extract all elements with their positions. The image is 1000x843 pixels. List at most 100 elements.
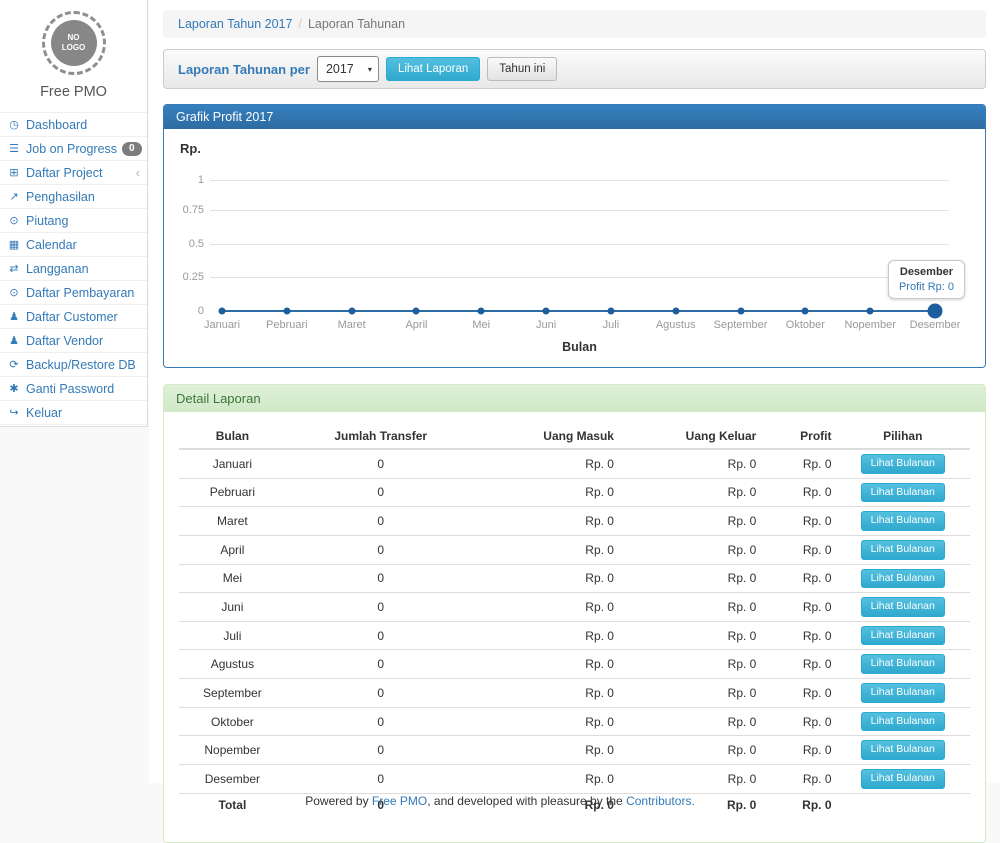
table-row: Nopember0Rp. 0Rp. 0Rp. 0Lihat Bulanan: [179, 736, 970, 765]
cell-pilihan: Lihat Bulanan: [836, 478, 971, 507]
cell-uang-masuk: Rp. 0: [476, 507, 618, 536]
y-tick-label: 0: [164, 305, 204, 317]
cell-pilihan: Lihat Bulanan: [836, 736, 971, 765]
cell-profit: Rp. 0: [760, 679, 835, 708]
gridline: [210, 210, 949, 211]
detail-laporan-panel: Detail Laporan Bulan Jumlah Transfer Uan…: [163, 384, 986, 843]
cell-pilihan: Lihat Bulanan: [836, 507, 971, 536]
tahun-ini-button[interactable]: Tahun ini: [487, 57, 557, 82]
tooltip-value: Profit Rp: 0: [899, 281, 954, 293]
lihat-bulanan-button[interactable]: Lihat Bulanan: [861, 683, 945, 703]
sign-out-icon: ↪: [7, 406, 21, 419]
cell-bulan: Januari: [179, 449, 286, 478]
sidebar-item-backup-restore-db[interactable]: ⟳Backup/Restore DB: [0, 353, 147, 377]
cell-uang-masuk: Rp. 0: [476, 707, 618, 736]
x-tick-label: Pebruari: [266, 319, 308, 331]
lock-icon: ✱: [7, 382, 21, 395]
cell-uang-keluar: Rp. 0: [618, 478, 760, 507]
y-tick-label: 0.5: [164, 238, 204, 250]
cell-pilihan: Lihat Bulanan: [836, 679, 971, 708]
sidebar-item-daftar-pembayaran[interactable]: ⊙Daftar Pembayaran: [0, 281, 147, 305]
sidebar-item-piutang[interactable]: ⊙Piutang: [0, 209, 147, 233]
sidebar-item-ganti-password[interactable]: ✱Ganti Password: [0, 377, 147, 401]
cell-bulan: Pebruari: [179, 478, 286, 507]
lihat-bulanan-button[interactable]: Lihat Bulanan: [861, 597, 945, 617]
sidebar-item-job-on-progress[interactable]: ☰Job on Progress0: [0, 137, 147, 161]
sidebar-item-label: Calendar: [26, 238, 77, 252]
cell-profit: Rp. 0: [760, 593, 835, 622]
lihat-bulanan-button[interactable]: Lihat Bulanan: [861, 511, 945, 531]
lihat-bulanan-button[interactable]: Lihat Bulanan: [861, 712, 945, 732]
sidebar-item-calendar[interactable]: ▦ Calendar: [0, 233, 147, 257]
sidebar-item-daftar-vendor[interactable]: ♟Daftar Vendor: [0, 329, 147, 353]
cell-pilihan: Lihat Bulanan: [836, 535, 971, 564]
tooltip-title: Desember: [899, 266, 954, 278]
table-row: Oktober0Rp. 0Rp. 0Rp. 0Lihat Bulanan: [179, 707, 970, 736]
sidebar-item-keluar[interactable]: ↪Keluar: [0, 401, 147, 425]
sidebar-item-langganan[interactable]: ⇄Langganan: [0, 257, 147, 281]
lihat-bulanan-button[interactable]: Lihat Bulanan: [861, 483, 945, 503]
chevron-down-icon: ▾: [368, 65, 372, 74]
col-header-profit: Profit: [760, 424, 835, 449]
lihat-bulanan-button[interactable]: Lihat Bulanan: [861, 626, 945, 646]
sidebar-item-daftar-customer[interactable]: ♟Daftar Customer: [0, 305, 147, 329]
sidebar-item-label: Daftar Vendor: [26, 334, 103, 348]
cell-uang-masuk: Rp. 0: [476, 736, 618, 765]
year-select[interactable]: 2017 ▾: [317, 56, 379, 82]
cell-jumlah-transfer: 0: [286, 736, 476, 765]
no-logo-placeholder: NO LOGO: [51, 20, 97, 66]
lihat-laporan-button[interactable]: Lihat Laporan: [386, 57, 480, 82]
contributors-link[interactable]: Contributors.: [626, 794, 695, 808]
cell-uang-masuk: Rp. 0: [476, 650, 618, 679]
free-pmo-link[interactable]: Free PMO: [372, 794, 427, 808]
cell-jumlah-transfer: 0: [286, 449, 476, 478]
x-tick-label: Januari: [204, 319, 240, 331]
cell-profit: Rp. 0: [760, 449, 835, 478]
lihat-bulanan-button[interactable]: Lihat Bulanan: [861, 569, 945, 589]
cell-profit: Rp. 0: [760, 650, 835, 679]
cell-uang-keluar: Rp. 0: [618, 507, 760, 536]
sidebar-item-daftar-project[interactable]: ⊞Daftar Project‹: [0, 161, 147, 185]
cell-bulan: Desember: [179, 765, 286, 794]
cell-pilihan: Lihat Bulanan: [836, 593, 971, 622]
gridline: [210, 277, 949, 278]
y-tick-label: 0.75: [164, 204, 204, 216]
cell-jumlah-transfer: 0: [286, 507, 476, 536]
x-tick-label: Nopember: [844, 319, 895, 331]
cell-uang-keluar: Rp. 0: [618, 449, 760, 478]
cell-jumlah-transfer: 0: [286, 650, 476, 679]
logo-ring: NO LOGO: [42, 11, 106, 75]
lihat-bulanan-button[interactable]: Lihat Bulanan: [861, 654, 945, 674]
cell-pilihan: Lihat Bulanan: [836, 707, 971, 736]
cell-uang-keluar: Rp. 0: [618, 679, 760, 708]
year-select-value: 2017: [326, 62, 354, 76]
lihat-bulanan-button[interactable]: Lihat Bulanan: [861, 740, 945, 760]
calendar-icon: ▦: [7, 238, 21, 251]
cell-uang-keluar: Rp. 0: [618, 736, 760, 765]
cell-profit: Rp. 0: [760, 564, 835, 593]
breadcrumb-link-laporan-tahun[interactable]: Laporan Tahun 2017: [178, 17, 292, 31]
cell-uang-keluar: Rp. 0: [618, 621, 760, 650]
x-tick-label: Juni: [536, 319, 556, 331]
cell-jumlah-transfer: 0: [286, 707, 476, 736]
money-icon: ⊙: [7, 286, 21, 299]
gridline: [210, 244, 949, 245]
sidebar-item-label: Piutang: [26, 214, 68, 228]
brand-name: Free PMO: [0, 84, 147, 100]
lihat-bulanan-button[interactable]: Lihat Bulanan: [861, 454, 945, 474]
cell-bulan: April: [179, 535, 286, 564]
x-tick-label: Agustus: [656, 319, 696, 331]
cell-profit: Rp. 0: [760, 765, 835, 794]
table-header-row: Bulan Jumlah Transfer Uang Masuk Uang Ke…: [179, 424, 970, 449]
detail-panel-body: Bulan Jumlah Transfer Uang Masuk Uang Ke…: [164, 412, 985, 842]
table-row: Juni0Rp. 0Rp. 0Rp. 0Lihat Bulanan: [179, 593, 970, 622]
table-row: Maret0Rp. 0Rp. 0Rp. 0Lihat Bulanan: [179, 507, 970, 536]
cell-bulan: Agustus: [179, 650, 286, 679]
lihat-bulanan-button[interactable]: Lihat Bulanan: [861, 769, 945, 789]
sidebar-item-dashboard[interactable]: ◷Dashboard: [0, 113, 147, 137]
sidebar-item-penghasilan[interactable]: ↗Penghasilan: [0, 185, 147, 209]
lihat-bulanan-button[interactable]: Lihat Bulanan: [861, 540, 945, 560]
retweet-icon: ⇄: [7, 262, 21, 275]
table-row: Pebruari0Rp. 0Rp. 0Rp. 0Lihat Bulanan: [179, 478, 970, 507]
x-tick-label: Mei: [472, 319, 490, 331]
